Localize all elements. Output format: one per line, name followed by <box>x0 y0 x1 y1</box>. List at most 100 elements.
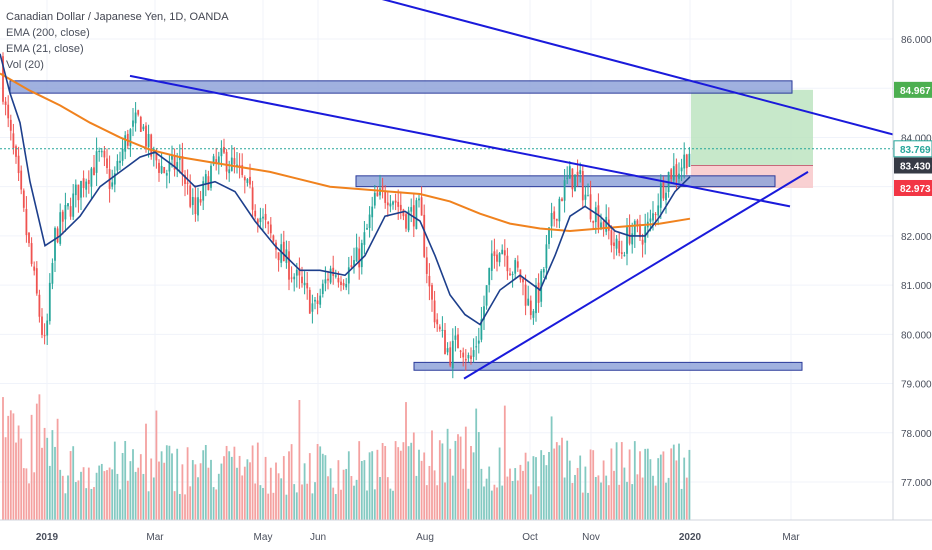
volume-bar <box>449 448 452 520</box>
candlesticks <box>2 52 691 379</box>
candle-body <box>204 174 207 184</box>
volume-bar <box>501 485 504 520</box>
volume-bar <box>158 461 160 520</box>
candle-body <box>72 193 75 217</box>
candle-body <box>25 208 28 236</box>
volume-bar <box>574 474 576 520</box>
candle-body <box>490 253 493 271</box>
volume-bar <box>176 448 179 520</box>
candle-body <box>51 262 54 284</box>
candle-body <box>488 268 491 285</box>
candle-body <box>418 198 420 201</box>
candle-body <box>199 199 202 203</box>
volume-bar <box>43 427 46 520</box>
volume-bar <box>33 472 36 520</box>
volume-bar <box>662 451 665 520</box>
candle-body <box>363 232 366 245</box>
candle-body <box>316 300 319 304</box>
legend-ema200[interactable]: EMA (200, close) <box>6 27 90 39</box>
candle-body <box>295 269 298 276</box>
candle-body <box>116 160 119 171</box>
grid-lines <box>0 0 893 520</box>
volume-bar <box>571 482 574 520</box>
volume-bar <box>444 482 446 520</box>
candle-body <box>527 298 530 306</box>
candle-body <box>181 156 184 173</box>
volume-bar <box>610 448 613 520</box>
volume-bar <box>2 397 4 520</box>
candle-body <box>462 352 465 358</box>
candle-body <box>405 214 407 229</box>
volume-bar <box>48 465 51 520</box>
candle-body <box>282 241 285 262</box>
volume-bar <box>116 473 119 520</box>
candle-body <box>288 251 290 280</box>
trendline <box>463 171 809 380</box>
volume-bar <box>363 460 366 520</box>
candle-body <box>93 167 95 175</box>
volume-bar <box>412 432 415 520</box>
volume-bar <box>228 451 231 520</box>
volume-bar <box>498 447 501 520</box>
volume-bar <box>152 477 155 520</box>
volume-bar <box>467 488 470 520</box>
legend-ema21[interactable]: EMA (21, close) <box>6 43 84 55</box>
candle-body <box>589 194 592 220</box>
candle-body <box>334 275 337 277</box>
time-tick-label: 2020 <box>679 532 702 543</box>
volume-bar <box>472 452 475 520</box>
candle-body <box>129 129 132 147</box>
candle-body <box>511 274 514 276</box>
volume-bar <box>405 402 407 520</box>
candle-body <box>145 125 147 147</box>
volume-bar <box>108 467 111 520</box>
volume-bar <box>340 489 342 520</box>
price-label-text: 83.430 <box>900 161 931 172</box>
volume-bar <box>186 447 189 520</box>
volume-bar <box>272 492 275 520</box>
volume-bar <box>628 449 631 520</box>
candle-body <box>425 257 428 274</box>
candle-body <box>420 197 423 216</box>
volume-bar <box>329 468 332 520</box>
candle-body <box>347 267 350 284</box>
price-label-text: 84.967 <box>900 86 931 97</box>
volume-bar <box>587 492 589 520</box>
candle-body <box>103 150 106 158</box>
price-axis[interactable]: 86.00085.00084.00083.00082.00081.00080.0… <box>892 0 932 550</box>
legend-symbol-title[interactable]: Canadian Dollar / Japanese Yen, 1D, OAND… <box>6 11 229 23</box>
volume-bar <box>532 456 535 520</box>
volume-bar <box>475 408 478 520</box>
volume-bar <box>147 491 150 520</box>
legend-volume[interactable]: Vol (20) <box>6 59 44 71</box>
price-tick-label: 84.000 <box>901 133 932 144</box>
candle-body <box>581 171 584 201</box>
candle-body <box>4 101 7 105</box>
volume-bar <box>688 449 691 520</box>
candle-body <box>615 238 618 249</box>
volume-bar <box>558 445 561 520</box>
volume-bar <box>381 443 384 520</box>
price-tick-label: 77.000 <box>901 478 932 489</box>
candle-body <box>649 218 652 222</box>
volume-bar <box>483 486 485 520</box>
candle-body <box>412 205 415 227</box>
volume-bar <box>69 451 72 520</box>
volume-bar <box>256 442 259 520</box>
trendline <box>381 0 896 136</box>
price-zone <box>9 80 793 94</box>
candle-body <box>548 227 550 245</box>
volume-bar <box>636 474 639 520</box>
candle-body <box>134 112 137 124</box>
candle-body <box>381 185 384 190</box>
candle-body <box>444 330 446 355</box>
price-label-green <box>894 81 932 98</box>
candle-body <box>402 209 405 217</box>
volume-bar <box>641 477 644 520</box>
volume-bar <box>82 467 85 520</box>
volume-bar <box>254 483 257 520</box>
candle-body <box>56 228 59 243</box>
candle-body <box>168 161 171 172</box>
time-axis[interactable]: 2019 Mar May Jun Aug Oct Nov 2020 Mar <box>0 519 932 550</box>
